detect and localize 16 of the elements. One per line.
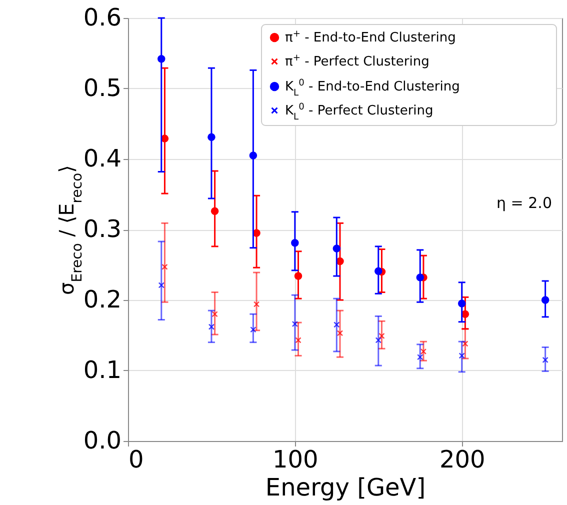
legend-label: π$^{+}$ - Perfect Clustering — [285, 54, 430, 70]
x-tick-label: 100 — [272, 446, 318, 474]
y-tick-label: 0.6 — [83, 4, 122, 32]
y-tick-label: 0.4 — [83, 144, 122, 172]
y-tick-label: 0.1 — [83, 356, 122, 384]
x-axis-title: Energy [GeV] — [265, 474, 426, 502]
y-tick-label: 0.2 — [83, 286, 122, 314]
x-tick-label: 200 — [439, 446, 486, 474]
legend-label: K$_{L}$$^{0}$ - End-to-End Clustering — [285, 78, 460, 98]
y-tick-label: 0.0 — [83, 426, 122, 454]
x-tick-label: 0 — [128, 446, 144, 474]
y-tick-label: 0.3 — [83, 215, 122, 243]
annotation: η = 2.0 — [496, 194, 552, 212]
y-tick-label: 0.5 — [83, 74, 122, 102]
legend-label: π$^{+}$ - End-to-End Clustering — [285, 30, 456, 46]
legend-label: K$_{L}$$^{0}$ - Perfect Clustering — [285, 102, 434, 122]
